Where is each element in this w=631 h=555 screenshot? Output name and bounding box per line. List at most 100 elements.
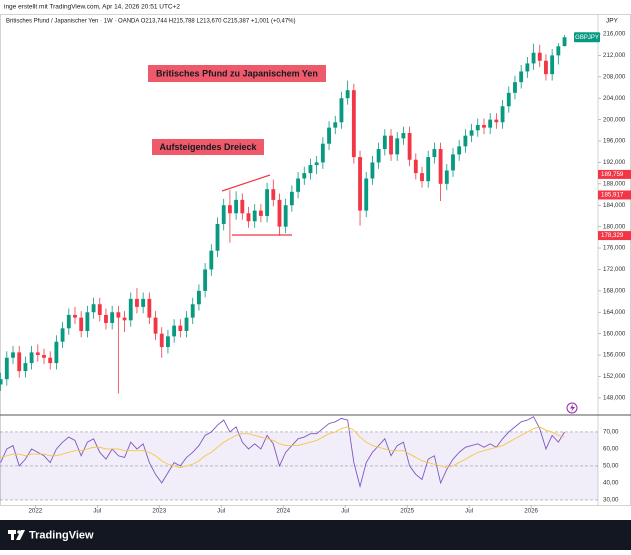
y-tick-label: 148,000 — [603, 395, 626, 402]
credit: inge erstellt mit TradingView.com, Apr 1… — [4, 4, 180, 11]
rsi-band — [0, 431, 598, 500]
candle-body — [227, 205, 232, 214]
x-tick-label: 2022 — [28, 508, 42, 515]
candle-body — [488, 119, 493, 128]
y-tick-label: 180,000 — [603, 223, 626, 230]
y-tick-label: 208,000 — [603, 73, 626, 80]
candle-body — [35, 352, 40, 356]
candle-body — [184, 317, 189, 331]
candle-body — [432, 149, 437, 158]
annotation-box — [148, 65, 326, 82]
alert-icon[interactable] — [566, 402, 578, 414]
candle-body — [345, 90, 350, 99]
candle-body — [283, 205, 288, 227]
candle-body — [531, 52, 536, 64]
candle-body — [451, 154, 455, 171]
triangle-line — [221, 174, 271, 192]
y-tick-label: 216,000 — [603, 31, 626, 38]
price-label-box — [598, 231, 631, 241]
footer-bar — [0, 520, 631, 550]
y-tick-label: 188,000 — [603, 180, 626, 187]
candle-body — [172, 325, 177, 337]
candle-body — [190, 304, 195, 318]
y-tick-label: 192,000 — [603, 159, 626, 166]
candle-body — [364, 178, 369, 211]
y-tick-label: 184,000 — [603, 202, 626, 209]
candle-body — [339, 98, 344, 123]
price-label-box — [598, 169, 631, 179]
candle-body — [314, 162, 319, 166]
y-tick-label: 200,000 — [603, 116, 626, 123]
candle-body — [358, 157, 362, 211]
candle-body — [544, 60, 548, 75]
candle-body — [60, 328, 65, 342]
candle-body — [215, 223, 220, 251]
candle-body — [17, 352, 22, 372]
candle-body — [525, 63, 530, 72]
x-tick-label: Jul — [465, 508, 473, 515]
y-tick-label: 164,000 — [603, 309, 626, 316]
candle-body — [258, 210, 263, 216]
candle-body — [122, 317, 127, 321]
candle-body — [475, 124, 480, 131]
price-label: 189,759 — [601, 171, 624, 178]
candle-body — [289, 191, 294, 206]
candle-body — [327, 127, 331, 144]
candle-body — [320, 143, 325, 163]
legend: Britisches Pfund / Japanischer Yen · 1W … — [6, 19, 296, 25]
candle-body — [407, 132, 412, 160]
candle-body — [351, 90, 356, 158]
candle-body — [234, 199, 239, 214]
candle-body — [79, 317, 84, 331]
candle-body — [482, 124, 486, 128]
candle-body — [500, 106, 505, 123]
candle-body — [73, 314, 77, 318]
candle-body — [376, 149, 381, 163]
candle-body — [97, 304, 102, 315]
candle-body — [166, 336, 170, 348]
logo-part — [11, 530, 14, 540]
y-tick-label: 50,00 — [603, 463, 619, 470]
alert-icon-bolt — [570, 404, 575, 412]
y-tick-label: 40,00 — [603, 480, 619, 487]
candle-body — [240, 199, 245, 214]
symbol-tag: GBPJPY — [575, 35, 599, 41]
price-label-box — [598, 190, 631, 200]
candle-body — [333, 122, 338, 128]
candle-body — [91, 304, 96, 313]
price-label: 185,917 — [601, 192, 624, 199]
candle-body — [444, 170, 449, 184]
candle-body — [153, 317, 158, 334]
candle-body — [135, 298, 139, 307]
candle-body — [519, 71, 524, 83]
candle-body — [209, 250, 214, 270]
candle-body — [221, 205, 226, 224]
x-tick-label: Jul — [341, 508, 349, 515]
logo-part — [16, 530, 25, 540]
y-tick-label: 152,000 — [603, 373, 626, 380]
annotation: Aufsteigendes Dreieck — [159, 142, 257, 152]
candle-body — [457, 146, 462, 155]
candle-body — [277, 199, 282, 227]
candle-body — [438, 149, 443, 184]
x-tick-label: 2025 — [400, 508, 414, 515]
candle-body — [23, 363, 28, 372]
y-tick-label: 204,000 — [603, 95, 626, 102]
candle-body — [537, 52, 542, 61]
candle-body — [469, 130, 474, 136]
candle-body — [556, 46, 561, 56]
candle-body — [66, 314, 71, 329]
y-tick-label: 156,000 — [603, 352, 626, 359]
annotation-box — [152, 139, 264, 155]
rsi-line — [0, 416, 565, 489]
candle-body — [506, 92, 511, 107]
y-tick-label: 212,000 — [603, 52, 626, 59]
candle-body — [426, 157, 431, 182]
y-tick-label: 60,00 — [603, 446, 619, 453]
y-tick-label: 30,00 — [603, 497, 619, 504]
candle-body — [494, 119, 499, 123]
candle-body — [4, 357, 9, 380]
candle-body — [11, 352, 15, 358]
